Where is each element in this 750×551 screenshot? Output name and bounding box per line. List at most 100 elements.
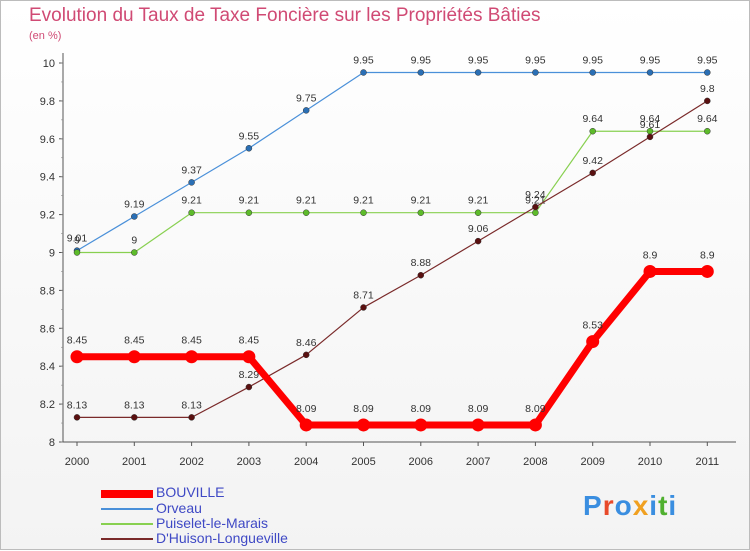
x-tick-label: 2011 — [695, 456, 719, 468]
legend-label: BOUVILLE — [156, 484, 225, 500]
data-label: 8.71 — [353, 289, 374, 301]
data-label: 9.8 — [700, 83, 715, 95]
data-label: 9.95 — [468, 54, 489, 66]
data-point — [73, 414, 81, 421]
x-tick-label: 2008 — [523, 456, 547, 468]
data-label: 9.21 — [353, 195, 374, 207]
legend-swatch — [101, 523, 153, 525]
logo-letter: i — [668, 490, 678, 521]
data-point — [242, 350, 256, 364]
data-point — [646, 133, 654, 141]
series-line-orveau — [76, 71, 708, 252]
data-point — [414, 418, 428, 432]
data-label: 9.95 — [525, 54, 546, 66]
y-tick-label: 8.6 — [40, 323, 55, 335]
data-label: 8.13 — [124, 399, 145, 411]
data-point — [188, 414, 195, 421]
data-point — [360, 209, 367, 216]
data-label: 8.45 — [239, 335, 260, 347]
x-tick-label: 2000 — [65, 456, 89, 468]
data-label: 9.42 — [582, 155, 603, 167]
y-tick-label: 9.8 — [40, 96, 55, 108]
data-point — [302, 351, 310, 359]
data-point — [532, 209, 539, 216]
data-label: 9.24 — [525, 189, 546, 201]
data-point — [528, 418, 542, 432]
data-point — [127, 350, 141, 364]
data-label: 9.21 — [411, 195, 432, 207]
data-point — [474, 237, 482, 245]
data-point — [131, 414, 138, 421]
data-label: 9.95 — [353, 54, 374, 66]
chart-subtitle: (en %) — [29, 30, 62, 42]
x-tick-label: 2003 — [237, 456, 261, 468]
logo-letter: x — [632, 490, 650, 521]
data-point — [646, 69, 654, 76]
data-label: 9.75 — [296, 92, 317, 104]
legend-label: D'Huison-Longueville — [156, 530, 288, 546]
x-tick-label: 2004 — [294, 456, 318, 468]
data-label: 9.95 — [582, 54, 603, 66]
legend-label: Puiselet-le-Marais — [156, 515, 269, 531]
legend-label: Orveau — [156, 500, 202, 516]
data-point — [417, 271, 425, 279]
data-point — [299, 418, 313, 432]
data-label: 8.13 — [181, 399, 202, 411]
data-label: 9.55 — [239, 130, 260, 142]
data-label: 9.19 — [124, 198, 145, 210]
data-label: 9.95 — [411, 54, 432, 66]
data-label: 8.46 — [296, 337, 317, 349]
chart-title: Evolution du Taux de Taxe Foncière sur l… — [29, 5, 541, 26]
data-point — [474, 209, 482, 216]
logo-letter: P — [583, 490, 603, 521]
x-tick-label: 2010 — [638, 456, 662, 468]
data-point — [586, 335, 600, 349]
x-tick-label: 2005 — [351, 456, 375, 468]
data-label: 9.21 — [468, 195, 489, 207]
proxiti-logo: Proxiti — [583, 490, 677, 522]
data-label: 8.53 — [582, 320, 603, 332]
data-label: 9.21 — [181, 195, 202, 207]
legend-swatch — [101, 538, 153, 540]
data-label: 8.9 — [643, 249, 658, 261]
data-point — [700, 264, 714, 278]
data-label: 8.09 — [411, 403, 432, 415]
data-point — [357, 418, 370, 432]
y-tick-label: 10 — [43, 58, 55, 70]
data-point — [589, 169, 596, 177]
data-label: 9.95 — [640, 54, 661, 66]
y-tick-label: 8 — [49, 437, 55, 449]
data-point — [471, 418, 485, 432]
logo-letter: i — [649, 490, 659, 521]
data-label: 9.37 — [181, 164, 202, 176]
data-label: 8.88 — [411, 257, 432, 269]
data-point — [302, 209, 310, 216]
data-label: 8.09 — [468, 403, 489, 415]
data-label: 8.45 — [181, 335, 202, 347]
data-point — [589, 69, 596, 76]
data-point — [188, 179, 195, 186]
x-tick-label: 2001 — [122, 456, 146, 468]
y-tick-label: 8.8 — [40, 285, 55, 297]
logo-letter: t — [658, 490, 669, 521]
data-label: 9.61 — [640, 119, 661, 131]
data-point — [417, 69, 425, 76]
data-point — [704, 127, 711, 135]
data-point — [360, 304, 367, 311]
data-label: 9 — [131, 235, 137, 247]
x-tick-label: 2002 — [179, 456, 203, 468]
logo-letter: o — [614, 490, 633, 521]
data-label: 8.29 — [239, 369, 260, 381]
y-tick-label: 9.4 — [40, 172, 55, 184]
series-line-d-huison-longueville — [76, 100, 708, 418]
data-point — [704, 97, 711, 105]
y-tick-label: 8.4 — [40, 361, 55, 373]
data-point — [188, 209, 195, 216]
y-tick-label: 9.6 — [40, 134, 55, 146]
data-point — [245, 145, 253, 152]
data-label: 9.21 — [296, 195, 317, 207]
data-label: 8.09 — [525, 403, 546, 415]
data-label: 9.06 — [468, 223, 489, 235]
